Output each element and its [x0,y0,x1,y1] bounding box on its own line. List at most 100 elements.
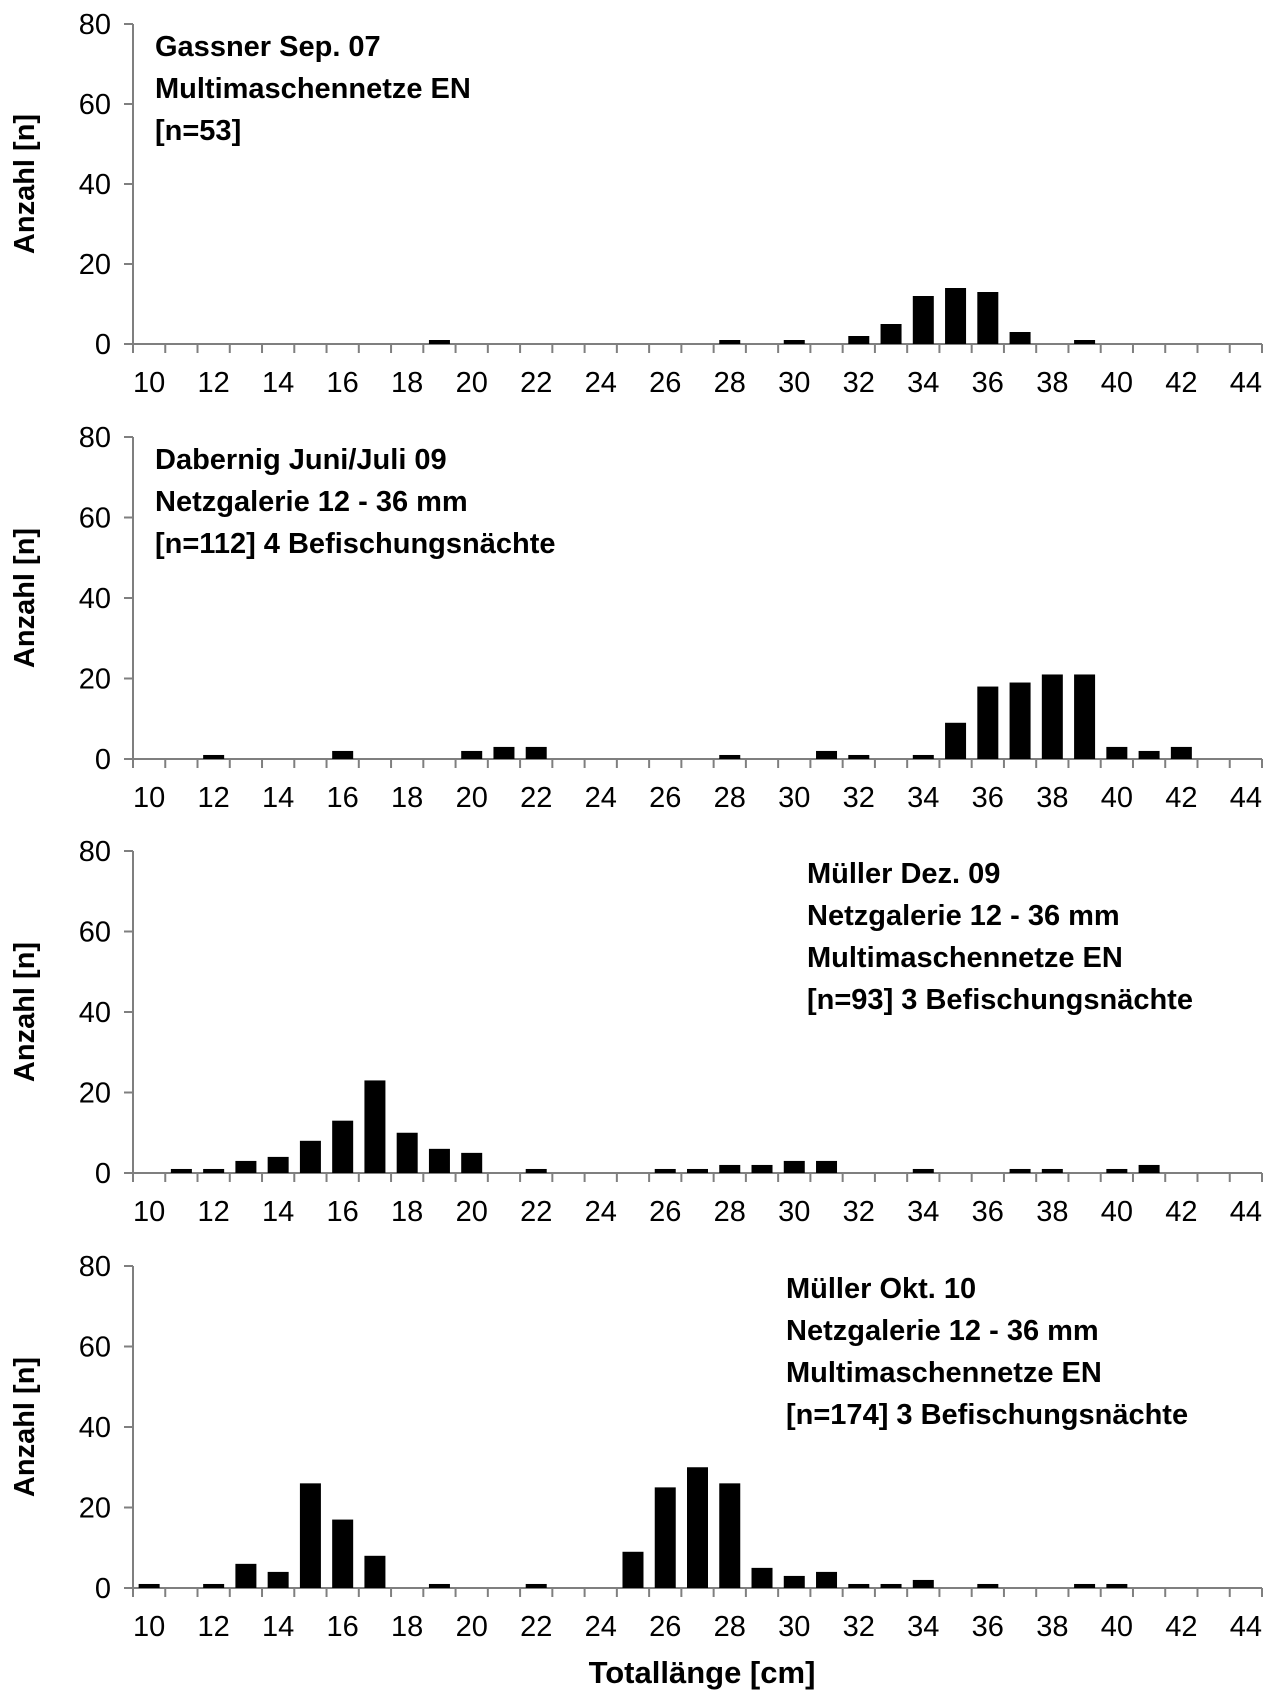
x-tick-label: 44 [1230,1196,1262,1228]
y-tick-label: 80 [79,1251,111,1283]
x-tick-label: 28 [714,367,746,399]
bar [945,722,967,759]
annotation-line: Müller Okt. 10 [786,1273,976,1305]
bar [912,1168,934,1173]
x-tick-label: 18 [391,367,423,399]
bar [654,1168,676,1173]
y-tick-label: 60 [79,89,111,121]
bar [525,746,547,759]
bar [525,1583,547,1588]
annotation-line: [n=112] 4 Befischungsnächte [155,528,556,560]
x-tick-label: 40 [1101,367,1133,399]
x-tick-label: 10 [133,1196,165,1228]
bar [235,1563,257,1588]
y-tick-label: 0 [95,329,111,361]
y-tick-label: 40 [79,997,111,1029]
bar [1074,1583,1096,1588]
y-tick-label: 0 [95,744,111,776]
y-axis-label: Anzahl [n] [9,942,41,1082]
annotation-line: Gassner Sep. 07 [155,31,381,63]
bar [751,1164,773,1173]
x-tick-label: 12 [198,782,230,814]
bar [203,1583,225,1588]
bar [654,1487,676,1588]
x-tick-label: 26 [649,1611,681,1643]
bar [1041,674,1063,759]
x-tick-label: 38 [1036,782,1068,814]
bar [1106,1168,1128,1173]
y-tick-label: 0 [95,1573,111,1605]
annotation-line: Netzgalerie 12 - 36 mm [807,900,1120,932]
x-axis-label: Totallänge [cm] [589,1655,816,1690]
chart-panel-3: 0 20 40 60 80 10 12 14 16 18 20 22 24 26 28 30 32 34 36 38 4… [9,836,1263,1228]
bar [525,1168,547,1173]
y-tick-label: 20 [79,249,111,281]
chart-panel-2: 0 20 40 60 80 10 12 14 16 18 20 22 24 26 28 30 32 34 36 38 4… [9,422,1263,814]
annotation-line: [n=53] [155,115,241,147]
bar [203,1168,225,1173]
x-tick-label: 34 [907,1196,939,1228]
y-tick-label: 20 [79,664,111,696]
bar [783,1160,805,1173]
x-tick-label: 44 [1230,782,1262,814]
x-tick-label: 18 [391,1611,423,1643]
y-axis-label: Anzahl [n] [9,114,41,254]
x-tick-label: 42 [1165,367,1197,399]
bar [912,296,934,344]
bar [848,336,870,344]
bar [1138,750,1160,759]
bar [428,1583,450,1588]
chart-panel-4: 0 20 40 60 80 10 12 14 16 18 20 22 24 26 28 30 32 34 36 38 4… [9,1251,1263,1643]
bar [461,750,483,759]
bar [1009,332,1031,344]
x-tick-label: 12 [198,1196,230,1228]
annotation-line: Multimaschennetze EN [786,1357,1102,1389]
y-tick-label: 40 [79,1412,111,1444]
x-tick-label: 18 [391,1196,423,1228]
annotation-line: [n=93] 3 Befischungsnächte [807,984,1193,1016]
annotation-line: [n=174] 3 Befischungsnächte [786,1399,1188,1431]
x-tick-label: 38 [1036,1196,1068,1228]
annotation-line: Multimaschennetze EN [807,942,1123,974]
bar [783,1575,805,1588]
bar [880,1583,902,1588]
bar [428,340,450,344]
x-tick-label: 28 [714,1611,746,1643]
x-tick-label: 20 [456,782,488,814]
bar [1074,674,1096,759]
bar [719,340,741,344]
bar [912,754,934,759]
x-tick-label: 10 [133,367,165,399]
bar [1138,1164,1160,1173]
x-tick-label: 40 [1101,782,1133,814]
x-tick-label: 44 [1230,367,1262,399]
y-tick-label: 0 [95,1158,111,1190]
chart-panel-1: 0 20 40 60 80 10 12 14 16 18 20 22 24 26 28 30 32 34 36 38 4… [9,9,1263,399]
bar [267,1156,289,1173]
x-tick-label: 34 [907,367,939,399]
bar [364,1555,386,1588]
x-tick-label: 30 [778,1196,810,1228]
bar [945,288,967,344]
annotation-line: Multimaschennetze EN [155,73,471,105]
x-tick-label: 22 [520,367,552,399]
bar [912,1579,934,1588]
bar [687,1467,708,1588]
annotation-line: Netzgalerie 12 - 36 mm [155,486,468,518]
x-tick-label: 16 [327,782,359,814]
y-tick-label: 60 [79,917,111,949]
bar [428,1148,450,1173]
bar [1170,746,1192,759]
bar [332,1120,354,1173]
x-tick-label: 42 [1165,1196,1197,1228]
x-tick-label: 36 [972,782,1004,814]
bar [848,754,870,759]
x-tick-label: 38 [1036,367,1068,399]
x-tick-label: 12 [198,1611,230,1643]
bar [332,1519,354,1588]
x-tick-label: 30 [778,1611,810,1643]
bar [235,1160,257,1173]
x-tick-label: 32 [843,782,875,814]
x-tick-label: 42 [1165,782,1197,814]
